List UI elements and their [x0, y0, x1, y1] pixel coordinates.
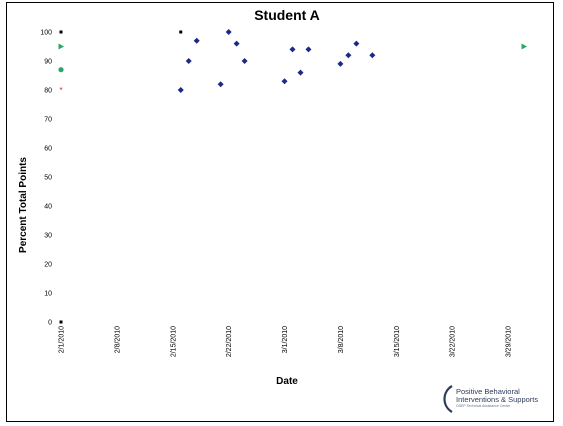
- data-point-circle: [58, 67, 64, 73]
- y-tick-label: 90: [44, 59, 52, 66]
- chart-frame: [6, 2, 554, 422]
- y-tick-label: 100: [40, 30, 52, 37]
- data-point-triangle: [521, 43, 528, 50]
- logo-line-2: Interventions & Supports: [456, 395, 539, 404]
- y-tick-label: 30: [44, 233, 52, 240]
- data-point-square: [179, 30, 183, 34]
- data-points: *: [58, 29, 528, 324]
- x-tick-label: 3/22/2010: [450, 326, 457, 357]
- data-point-diamond: [185, 58, 192, 64]
- pbis-logo: Positive Behavioral Interventions & Supp…: [440, 384, 554, 416]
- data-point-square: [59, 320, 63, 324]
- data-point-triangle: [58, 43, 64, 50]
- y-tick-label: 60: [44, 146, 52, 153]
- data-point-diamond: [345, 52, 352, 59]
- logo-line-1: Positive Behavioral: [456, 387, 520, 396]
- data-point-diamond: [217, 81, 224, 88]
- chart-title: Student A: [254, 7, 320, 23]
- y-tick-label: 10: [44, 291, 52, 298]
- x-tick-labels: 2/1/2010 2/8/2010 2/15/2010 2/22/2010 3/1/20…: [59, 326, 513, 357]
- x-tick-label: 3/1/2010: [282, 326, 289, 353]
- data-point-star: *: [59, 86, 62, 95]
- data-point-square: [59, 30, 63, 34]
- y-tick-label: 20: [44, 262, 52, 269]
- data-point-diamond: [289, 46, 296, 53]
- x-tick-label: 2/22/2010: [226, 326, 233, 357]
- data-point-diamond: [241, 58, 248, 64]
- data-point-diamond: [305, 46, 312, 53]
- logo-line-3: OSEP Technical Assistance Center: [456, 404, 511, 408]
- x-tick-label: 2/15/2010: [170, 326, 177, 357]
- data-point-diamond: [225, 29, 232, 35]
- data-point-diamond: [233, 40, 240, 47]
- x-tick-label: 3/8/2010: [338, 326, 345, 353]
- data-point-diamond: [177, 87, 184, 93]
- y-tick-labels: 0 10 20 30 40 50 60 70 80 90 100: [40, 30, 52, 327]
- y-tick-label: 80: [44, 88, 52, 95]
- y-tick-label: 0: [48, 320, 52, 327]
- x-tick-label: 3/29/2010: [506, 326, 513, 357]
- data-point-diamond: [297, 69, 304, 76]
- x-tick-label: 2/8/2010: [114, 326, 121, 353]
- y-tick-label: 40: [44, 204, 52, 211]
- x-axis-label: Date: [276, 376, 298, 387]
- y-axis-label: Percent Total Points: [18, 157, 29, 253]
- y-tick-label: 70: [44, 117, 52, 124]
- logo-swoosh-icon: [443, 385, 453, 413]
- data-point-diamond: [281, 78, 288, 85]
- x-tick-label: 3/15/2010: [394, 326, 401, 357]
- data-point-diamond: [337, 60, 344, 67]
- data-point-diamond: [369, 52, 376, 59]
- data-point-diamond: [353, 40, 360, 47]
- x-tick-label: 2/1/2010: [59, 326, 66, 353]
- y-tick-label: 50: [44, 175, 52, 182]
- data-point-diamond: [193, 37, 200, 44]
